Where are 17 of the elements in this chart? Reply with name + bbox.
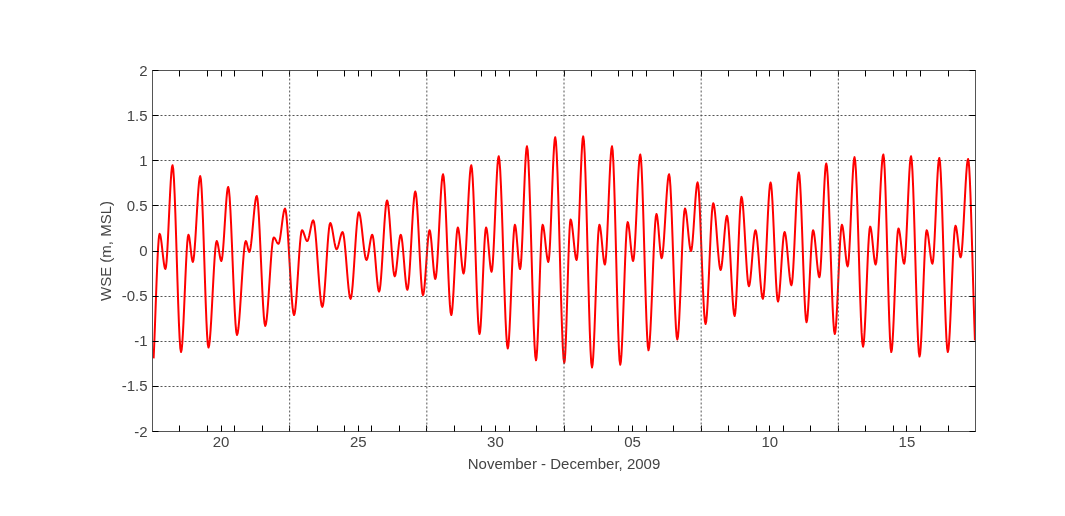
y-tick-label: -1 [134, 332, 148, 350]
x-tick-label: 05 [624, 432, 641, 450]
y-tick-label: 0.5 [126, 196, 148, 214]
x-tick-label: 20 [212, 432, 230, 450]
y-tick-label: 1.5 [126, 106, 148, 124]
x-tick-label: 25 [349, 432, 367, 450]
x-axis-title: November - December, 2009 [467, 454, 661, 472]
x-tick-label: 15 [898, 432, 916, 450]
y-tick-label: -0.5 [121, 287, 148, 305]
x-tick-label: 10 [761, 432, 779, 450]
y-tick-label: -2 [134, 422, 148, 440]
y-tick-label: 2 [139, 61, 148, 79]
y-tick-label: 0 [139, 242, 148, 259]
x-tick-label: 30 [487, 432, 504, 450]
y-axis-title: WSE (m, MSL) [96, 201, 114, 301]
y-tick-label: 1 [139, 151, 148, 169]
y-tick-label: -1.5 [121, 377, 148, 395]
